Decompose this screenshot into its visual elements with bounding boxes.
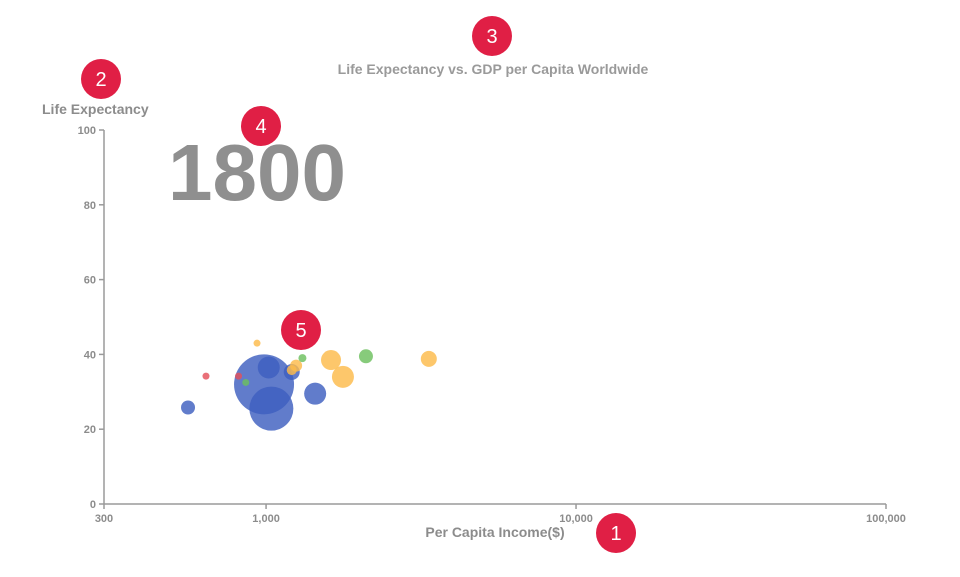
y-tick-label: 100 <box>78 125 96 137</box>
country-bubble[interactable] <box>420 350 437 367</box>
badge-5: 5 <box>281 310 321 350</box>
badge-4-label: 4 <box>255 116 266 138</box>
x-tick-label: 10,000 <box>559 513 593 525</box>
badge-2-label: 2 <box>95 69 106 91</box>
country-bubble[interactable] <box>321 350 342 371</box>
badge-1: 1 <box>596 513 636 553</box>
country-bubble[interactable] <box>358 349 373 364</box>
country-bubble[interactable] <box>298 354 307 363</box>
y-tick-label: 80 <box>84 200 96 212</box>
badge-2: 2 <box>81 59 121 99</box>
country-bubble[interactable] <box>181 400 196 415</box>
x-axis-label: Per Capita Income($) <box>425 524 564 540</box>
y-tick-label: 0 <box>90 499 96 511</box>
y-tick-label: 40 <box>84 349 96 361</box>
x-ticks: 300 1,000 10,000 100,000 <box>95 504 906 525</box>
country-bubble[interactable] <box>253 339 261 347</box>
chart-title: Life Expectancy vs. GDP per Capita World… <box>338 61 649 77</box>
x-tick-label: 100,000 <box>866 513 906 525</box>
data-points <box>181 339 437 431</box>
country-bubble[interactable] <box>257 356 280 379</box>
x-tick-label: 1,000 <box>252 513 280 525</box>
badge-5-label: 5 <box>295 320 306 342</box>
country-bubble[interactable] <box>242 378 250 386</box>
y-ticks: 0 20 40 60 80 100 <box>78 125 104 511</box>
country-bubble[interactable] <box>202 372 210 380</box>
country-bubble[interactable] <box>331 365 354 388</box>
country-bubble[interactable] <box>235 372 243 380</box>
country-bubble[interactable] <box>249 386 294 431</box>
country-bubble[interactable] <box>286 365 297 376</box>
badge-4: 4 <box>241 106 281 146</box>
badge-3: 3 <box>472 16 512 56</box>
country-bubble[interactable] <box>304 382 327 405</box>
y-axis-label: Life Expectancy <box>42 101 149 117</box>
y-tick-label: 60 <box>84 275 96 287</box>
x-tick-label: 300 <box>95 513 113 525</box>
y-tick-label: 20 <box>84 424 96 436</box>
badge-3-label: 3 <box>486 26 497 48</box>
badge-1-label: 1 <box>610 523 621 545</box>
